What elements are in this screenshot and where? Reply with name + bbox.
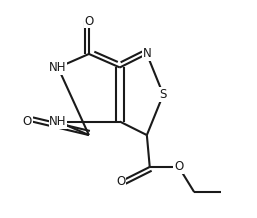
Text: O: O bbox=[84, 15, 94, 28]
Text: N: N bbox=[142, 48, 151, 60]
Text: S: S bbox=[160, 88, 167, 101]
Text: NH: NH bbox=[49, 115, 67, 128]
Text: O: O bbox=[174, 160, 183, 174]
Text: NH: NH bbox=[49, 61, 67, 74]
Text: O: O bbox=[116, 175, 125, 188]
Text: O: O bbox=[23, 115, 32, 128]
